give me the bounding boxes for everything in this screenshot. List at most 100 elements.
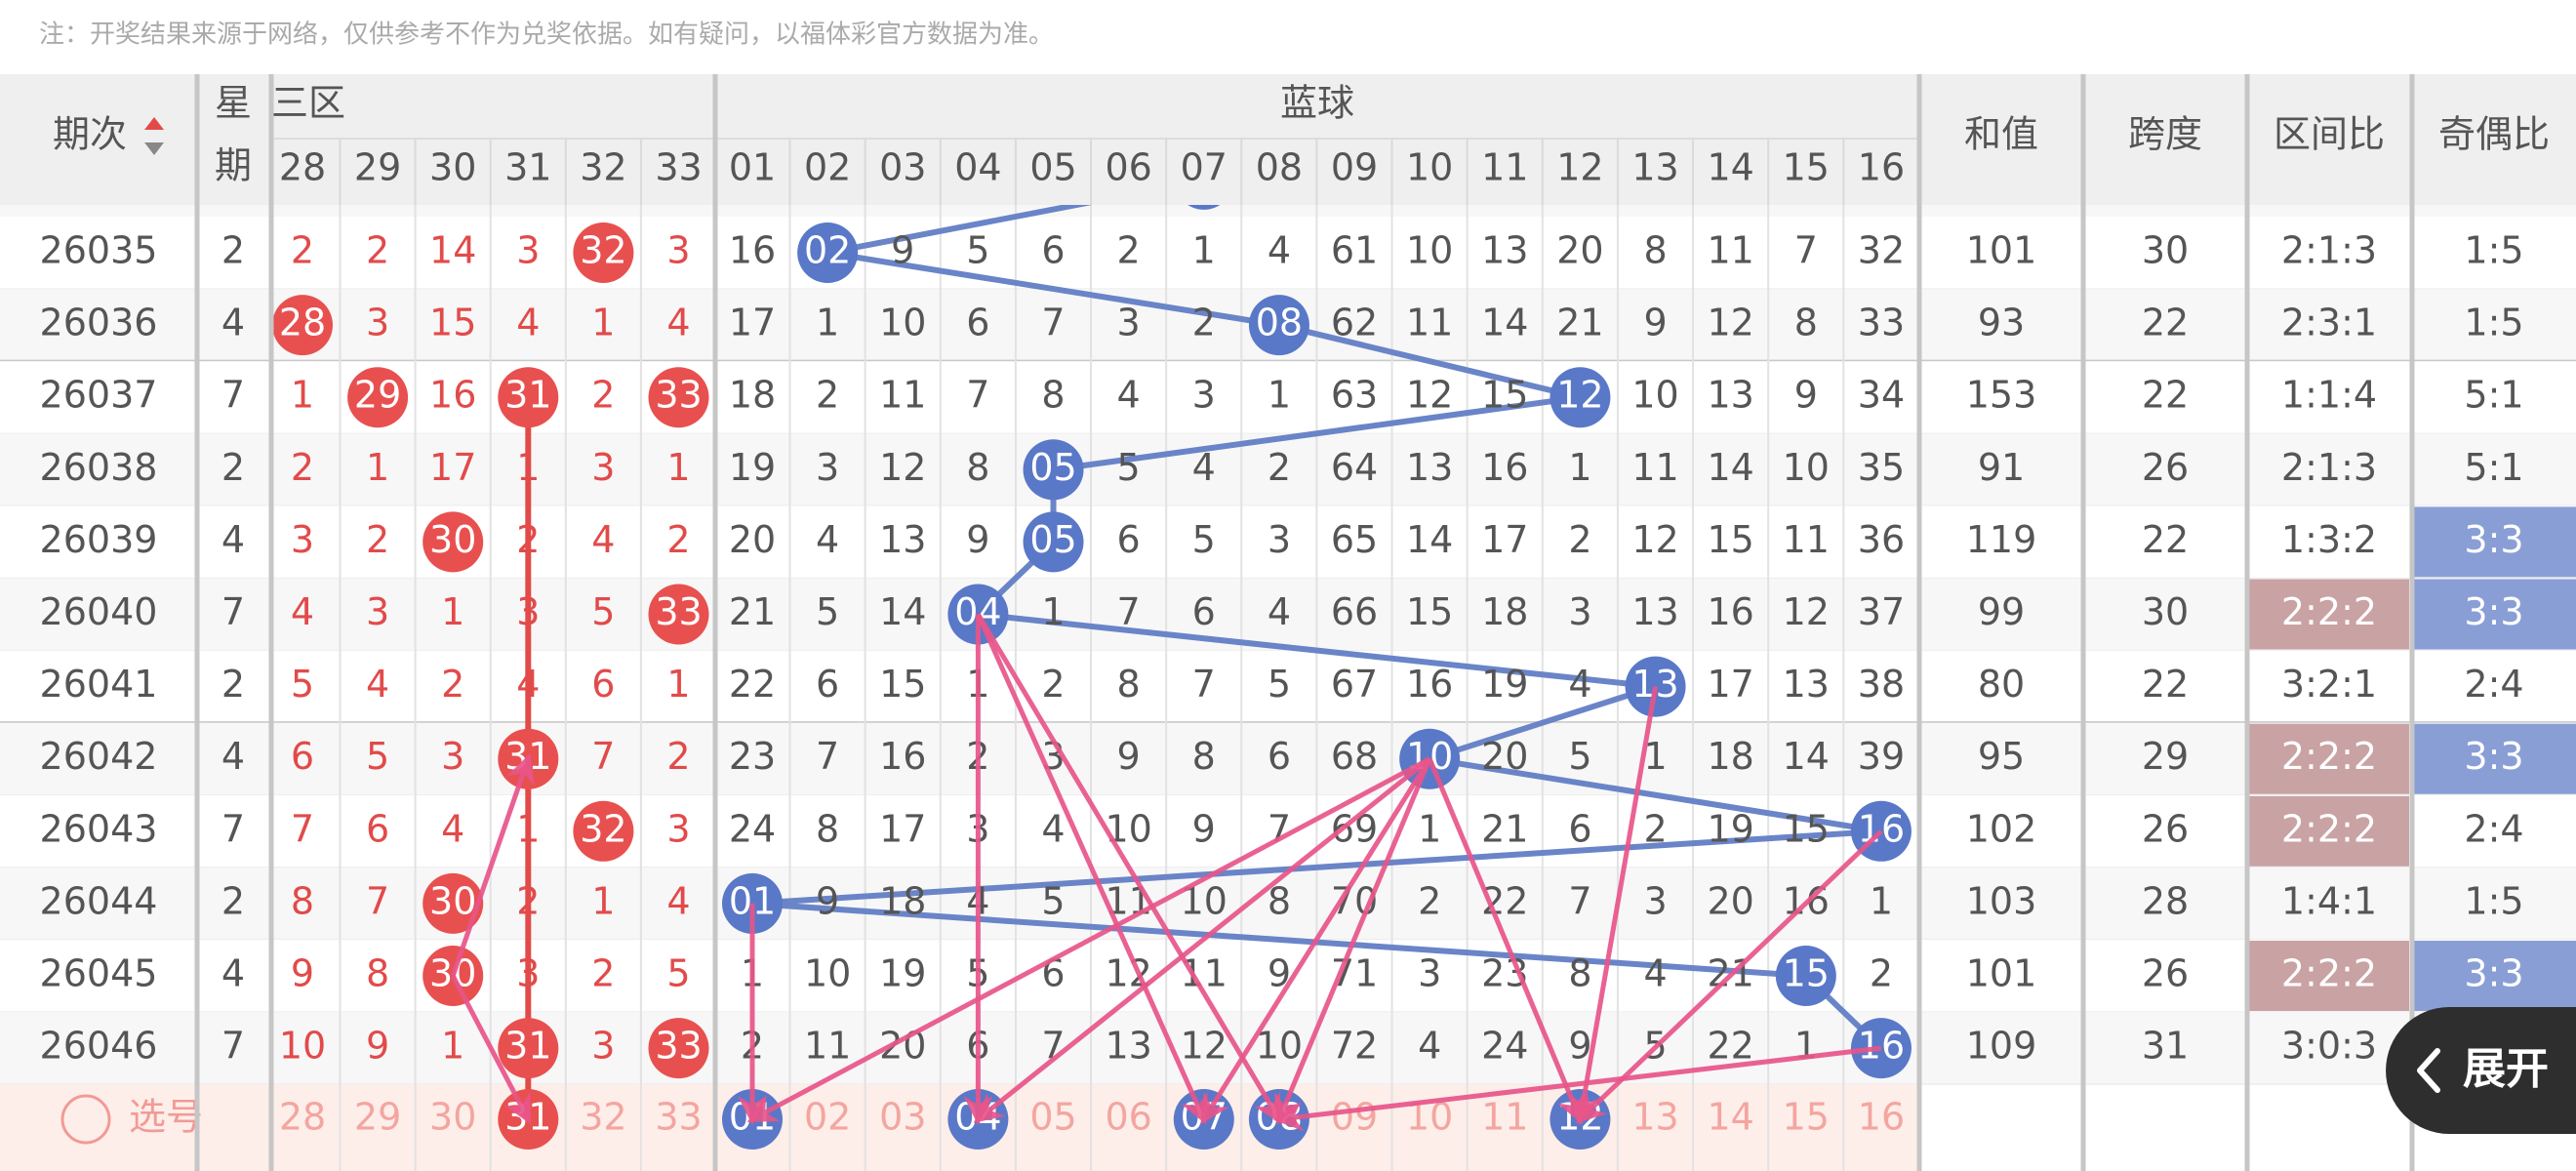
zone-ratio-cell: 2:1:3 (2281, 229, 2377, 272)
blue-miss-count: 12 (1406, 374, 1453, 417)
blue-miss-count: 8 (966, 446, 989, 489)
odd-even-cell: 3:3 (2464, 735, 2523, 778)
blue-miss-count: 2 (1041, 663, 1065, 706)
blue-miss-count: 7 (966, 374, 989, 417)
picker-blue-number: 03 (879, 1096, 926, 1139)
zone-ratio-cell: 3:2:1 (2281, 663, 2377, 706)
blue-ball-number: 12 (1556, 374, 1603, 417)
odd-even-header: 奇偶比 (2438, 113, 2550, 156)
blue-miss-count: 33 (1858, 302, 1905, 344)
red-miss-count: 3 (591, 1025, 615, 1068)
blue-miss-count: 7 (1117, 590, 1141, 633)
picker-blue-number: 13 (1631, 1096, 1678, 1139)
blue-ball-number: 15 (1783, 952, 1830, 995)
red-miss-count: 1 (366, 446, 389, 489)
sum-cell: 101 (1966, 229, 2037, 272)
blue-column-header: 05 (1029, 146, 1076, 189)
zone-ratio-cell: 2:2:2 (2281, 590, 2377, 633)
blue-miss-count: 1 (1870, 879, 1893, 922)
blue-miss-count: 18 (1481, 590, 1528, 633)
red-miss-count: 1 (291, 374, 314, 417)
blue-column-header: 10 (1406, 146, 1453, 189)
sum-cell: 109 (1966, 1025, 2037, 1068)
blue-ball (1550, 367, 1611, 428)
blue-miss-count: 10 (804, 952, 851, 995)
odd-even-highlight (2414, 941, 2576, 1011)
red-ball-number: 29 (354, 374, 401, 417)
week-header: 星 (215, 82, 252, 125)
red-miss-count: 4 (591, 518, 615, 561)
blue-column-header: 02 (804, 146, 851, 189)
red-column-header: 33 (655, 146, 702, 189)
blue-miss-count: 14 (1406, 518, 1453, 561)
blue-miss-count: 6 (816, 663, 839, 706)
blue-miss-count: 37 (1858, 590, 1905, 633)
red-column-header: 31 (504, 146, 551, 189)
blue-miss-count: 7 (816, 735, 839, 778)
red-miss-count: 10 (279, 1025, 326, 1068)
blue-ball (1248, 295, 1309, 356)
sum-cell: 91 (1978, 446, 2025, 489)
blue-miss-count: 9 (1117, 735, 1141, 778)
odd-even-cell: 1:5 (2464, 229, 2523, 272)
span-cell: 26 (2142, 446, 2189, 489)
row-bg (0, 794, 2576, 868)
blue-miss-count: 20 (729, 518, 776, 561)
blue-miss-count: 12 (1783, 590, 1830, 633)
blue-miss-count: 8 (1568, 952, 1591, 995)
blue-miss-count: 5 (1568, 735, 1591, 778)
red-miss-count: 2 (666, 518, 690, 561)
zone-ratio-cell: 2:2:2 (2281, 952, 2377, 995)
blue-miss-count: 65 (1331, 518, 1378, 561)
blue-miss-count: 64 (1331, 446, 1378, 489)
red-miss-count: 2 (516, 518, 540, 561)
red-miss-count: 7 (291, 807, 314, 850)
span-cell: 26 (2142, 952, 2189, 995)
blue-miss-count: 2 (1192, 302, 1216, 344)
blue-miss-count: 16 (1708, 590, 1754, 633)
blue-miss-count: 15 (1708, 518, 1754, 561)
blue-miss-count: 4 (1643, 952, 1667, 995)
red-miss-count: 4 (441, 807, 464, 850)
blue-miss-count: 3 (1268, 518, 1291, 561)
red-miss-count: 3 (591, 446, 615, 489)
blue-miss-count: 2 (1568, 518, 1591, 561)
zone-ratio-highlight (2249, 723, 2409, 794)
blue-miss-count: 11 (1783, 518, 1830, 561)
blue-miss-count: 4 (1192, 446, 1216, 489)
red-miss-count: 4 (516, 302, 540, 344)
blue-miss-count: 16 (729, 229, 776, 272)
red-ball-number: 28 (279, 302, 326, 344)
expand-button-bg (2386, 1007, 2576, 1134)
blue-miss-count: 4 (1041, 807, 1065, 850)
blue-miss-count: 39 (1858, 735, 1905, 778)
blue-miss-count: 15 (1406, 590, 1453, 633)
blue-column-header: 08 (1256, 146, 1303, 189)
blue-miss-count: 7 (1041, 302, 1065, 344)
odd-even-cell: 5:1 (2464, 374, 2523, 417)
expand-button[interactable]: 展开 (2386, 1007, 2576, 1134)
blue-miss-count: 10 (1631, 374, 1678, 417)
annotation-arrow (976, 613, 1208, 1125)
red-column-header: 30 (429, 146, 476, 189)
red-ball-number: 31 (504, 374, 551, 417)
blue-miss-count: 4 (1418, 1025, 1441, 1068)
red-miss-count: 3 (291, 518, 314, 561)
span-cell: 22 (2142, 374, 2189, 417)
blue-miss-count: 67 (1331, 663, 1378, 706)
issue-cell: 26038 (40, 446, 158, 489)
sum-cell: 99 (1978, 590, 2025, 633)
odd-even-cell: 2:4 (2464, 807, 2523, 850)
red-ball-number: 32 (580, 229, 626, 272)
row-bg (0, 722, 2576, 795)
span-header: 跨度 (2128, 113, 2202, 156)
blue-column-header: 14 (1708, 146, 1754, 189)
sum-cell: 101 (1966, 952, 2037, 995)
red-ball (573, 800, 634, 862)
zone-ratio-cell: 2:3:1 (2281, 302, 2377, 344)
red-miss-count: 6 (366, 807, 389, 850)
blue-miss-count: 8 (1041, 374, 1065, 417)
blue-miss-count: 68 (1331, 735, 1378, 778)
